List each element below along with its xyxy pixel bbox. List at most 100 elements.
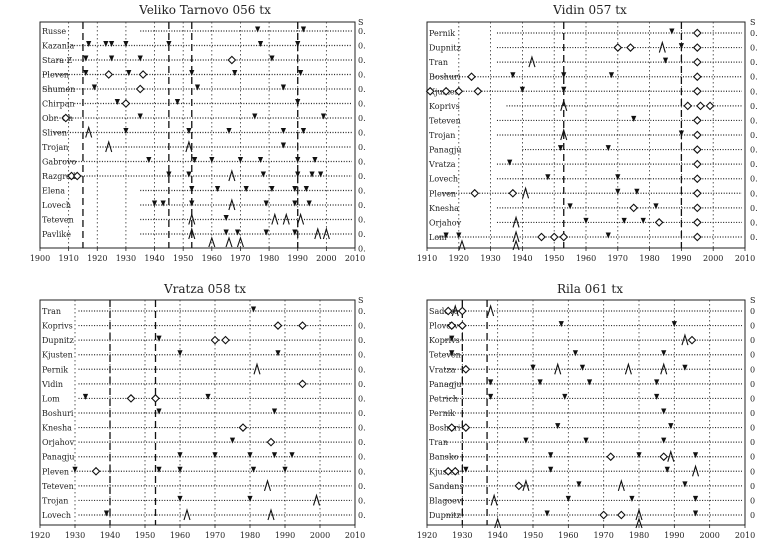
breakpoint-triangle (544, 510, 550, 517)
breakpoint-triangle (579, 364, 586, 371)
plot-frame (39, 21, 356, 249)
x-tick-label: 1970 (608, 254, 628, 263)
station-row: Pleven (42, 70, 352, 80)
right-label: 0. (358, 85, 366, 94)
breakpoint-triangle (292, 229, 298, 236)
x-tick-label: 1940 (100, 531, 120, 540)
breakpoint-triangle (269, 186, 275, 192)
breakpoint-triangle (629, 495, 635, 502)
right-label: 0. (750, 131, 758, 140)
breakpoint-diamond (654, 218, 664, 227)
breakpoint-triangle (682, 364, 688, 371)
station-row: Teteven (429, 350, 742, 360)
breakpoint-triangle (252, 113, 258, 120)
station-label: Vratza (428, 160, 456, 169)
breakpoint-diamond (221, 335, 230, 345)
breakpoint-diamond (470, 188, 480, 198)
breakpoint-diamond (441, 86, 451, 96)
station-row: Elena (42, 186, 352, 196)
breakpoint-triangle (263, 229, 269, 236)
station-label: Sandans (429, 482, 464, 491)
breakpoint-triangle (229, 437, 236, 444)
breakpoint-triangle (586, 379, 593, 386)
breakpoint-triangle (488, 393, 494, 400)
breakpoint-triangle (605, 145, 611, 152)
breakpoint-triangle (160, 200, 166, 207)
breakpoint-triangle (561, 72, 567, 79)
x-tick-label: 1970 (205, 531, 225, 540)
right-label: 0. (358, 467, 366, 476)
breakpoint-diamond (266, 437, 276, 447)
below-arrow (208, 236, 216, 248)
breakpoint-diamond (692, 232, 702, 242)
x-tick-label: 1910 (58, 254, 78, 263)
breakpoint-triangle (275, 350, 281, 357)
breakpoint-triangle (572, 350, 578, 357)
breakpoint-diamond (514, 481, 524, 491)
station-label: Dupnitz (42, 336, 74, 345)
breakpoint-triangle (653, 203, 659, 210)
breakpoint-triangle (678, 130, 684, 137)
right-label: 0. (750, 29, 758, 38)
breakpoint-triangle (177, 452, 183, 459)
breakpoint-triangle (255, 26, 261, 33)
breakpoint-arrow (560, 128, 568, 141)
station-row: Blagoev (429, 493, 742, 506)
x-tick-label: 1990 (288, 254, 308, 263)
breakpoint-triangle (661, 408, 667, 415)
breakpoint-triangle (214, 186, 221, 192)
station-label: Lovech (42, 511, 71, 520)
station-label: Lovech (42, 201, 71, 210)
x-tick-label: 1990 (671, 254, 691, 263)
breakpoint-diamond (692, 86, 702, 96)
breakpoint-diamond (457, 306, 467, 316)
breakpoint-arrow (314, 227, 322, 240)
right-label: 0. (358, 230, 366, 239)
breakpoint-triangle (565, 495, 571, 502)
right-label: 0 (750, 496, 755, 505)
station-row: Vratza (428, 159, 742, 169)
breakpoint-arrow (487, 304, 495, 317)
right-label: 0. (750, 58, 758, 67)
breakpoint-diamond (692, 43, 702, 52)
breakpoint-diamond (613, 43, 623, 52)
breakpoint-arrow (635, 508, 643, 521)
station-row: Panagju (429, 145, 742, 155)
breakpoint-triangle (523, 437, 529, 444)
right-label: 0 (750, 380, 755, 389)
station-label: Petrich (429, 394, 458, 403)
breakpoint-triangle (662, 57, 669, 64)
breakpoint-arrow (228, 198, 236, 211)
station-label: Panagju (429, 146, 461, 155)
right-label: 0. (750, 233, 758, 242)
breakpoint-triangle (488, 379, 494, 386)
station-row: Bansko (429, 449, 742, 462)
breakpoint-triangle (292, 200, 298, 207)
right-label: 0 (750, 438, 755, 447)
right-label: 0. (750, 146, 758, 155)
breakpoint-arrow (297, 212, 305, 225)
right-label: S (358, 296, 363, 305)
station-row: Plovdiv (429, 321, 742, 331)
right-label: 0. (750, 102, 758, 111)
breakpoint-triangle (558, 321, 564, 328)
breakpoint-triangle (289, 452, 295, 459)
breakpoint-triangle (295, 41, 301, 47)
station-row: Razgrad (42, 169, 352, 182)
breakpoint-triangle (510, 72, 516, 79)
breakpoint-diamond (696, 101, 705, 111)
breakpoint-diamond (135, 84, 145, 94)
breakpoint-diamond (454, 86, 464, 96)
breakpoint-arrow (560, 98, 568, 112)
breakpoint-diamond (692, 72, 702, 82)
station-label: Pernik (429, 409, 455, 418)
breakpoint-diamond (425, 86, 435, 96)
x-tick-label: 1930 (116, 254, 136, 263)
breakpoint-triangle (312, 157, 318, 163)
breakpoint-triangle (234, 229, 241, 236)
breakpoint-triangle (166, 41, 172, 47)
breakpoint-triangle (320, 113, 327, 120)
station-label: Orjahov (429, 218, 462, 227)
breakpoint-triangle (608, 72, 615, 79)
